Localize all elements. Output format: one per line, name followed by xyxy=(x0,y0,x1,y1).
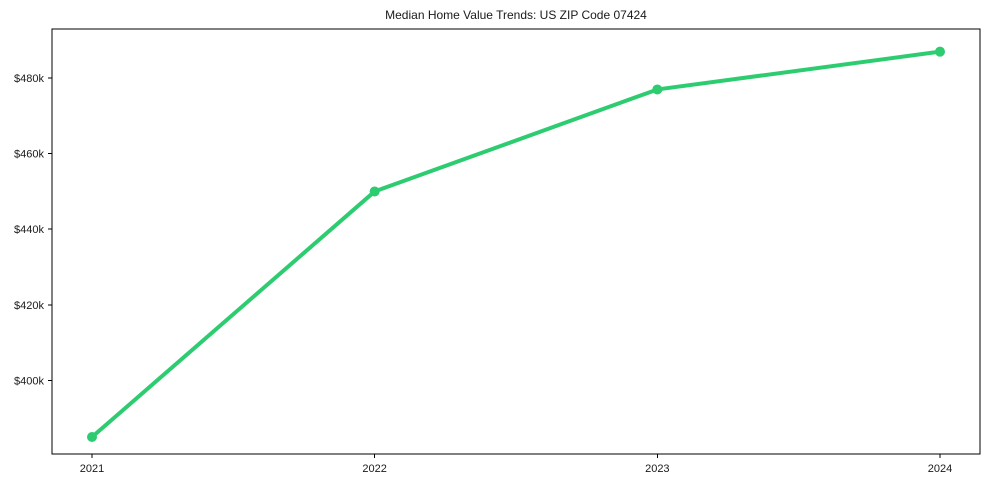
y-axis-tick-label: $460k xyxy=(14,149,44,161)
y-axis-tick-label: $440k xyxy=(14,224,44,236)
x-axis-tick-label: 2021 xyxy=(80,463,104,475)
x-axis-tick-label: 2022 xyxy=(362,463,386,475)
plot-frame xyxy=(51,28,981,455)
chart-title: Median Home Value Trends: US ZIP Code 07… xyxy=(385,8,647,22)
x-axis-tick-label: 2024 xyxy=(928,463,952,475)
data-point xyxy=(369,186,380,197)
y-axis-tick-label: $400k xyxy=(14,375,44,387)
data-point xyxy=(935,46,945,57)
y-axis-tick-label: $480k xyxy=(14,73,44,85)
data-point xyxy=(87,432,97,442)
y-axis-tick-label: $420k xyxy=(14,300,44,312)
line-series xyxy=(90,49,942,439)
x-axis-tick-label: 2023 xyxy=(645,463,669,475)
data-point xyxy=(652,84,663,95)
